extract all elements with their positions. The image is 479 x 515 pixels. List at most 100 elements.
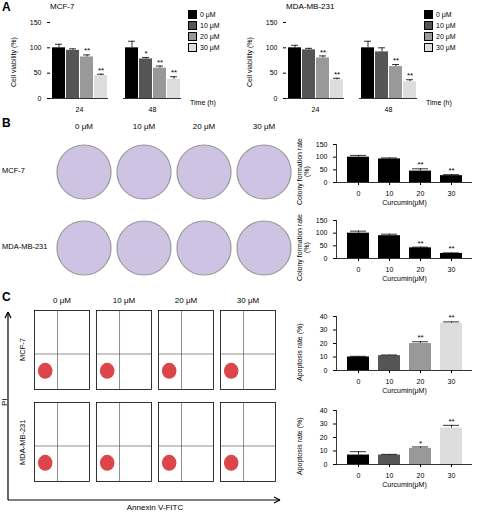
html-text:0 μM: 0 μM	[200, 11, 216, 18]
svg-text:30: 30	[448, 378, 456, 385]
svg-text:**: **	[393, 56, 399, 65]
svg-text:48: 48	[149, 106, 157, 113]
svg-text:24: 24	[76, 106, 84, 113]
html-text:A: A	[2, 0, 11, 14]
html-text:10 μM: 10 μM	[200, 22, 220, 29]
svg-text:20: 20	[320, 434, 328, 441]
svg-text:**: **	[417, 160, 423, 169]
svg-text:150: 150	[316, 141, 328, 148]
html-text:20 μM: 20 μM	[192, 122, 216, 131]
html-text:30 μM: 30 μM	[236, 296, 260, 305]
svg-text:0: 0	[357, 190, 361, 197]
svg-text:0: 0	[357, 378, 361, 385]
svg-text:100: 100	[316, 229, 328, 236]
svg-text:0: 0	[274, 95, 278, 102]
svg-text:**: **	[98, 66, 104, 75]
svg-text:**: **	[320, 48, 326, 57]
html-text:MCF-7: MCF-7	[18, 338, 27, 362]
svg-text:0: 0	[324, 179, 328, 186]
html-text:MCF-7: MCF-7	[50, 2, 75, 11]
svg-text:0: 0	[324, 367, 328, 374]
svg-text:**: **	[417, 333, 423, 342]
svg-text:Curcumin(μM): Curcumin(μM)	[382, 387, 426, 395]
svg-text:**: **	[448, 313, 454, 322]
svg-text:30: 30	[448, 472, 456, 479]
html-text:MCF-7: MCF-7	[2, 166, 25, 175]
svg-text:**: **	[334, 70, 340, 79]
svg-text:Curcumin(μM): Curcumin(μM)	[382, 199, 426, 207]
svg-text:100: 100	[30, 44, 42, 51]
html-text:MDA-MB-231: MDA-MB-231	[286, 2, 335, 11]
svg-text:0: 0	[324, 461, 328, 468]
svg-text:20: 20	[417, 190, 425, 197]
svg-text:20: 20	[417, 472, 425, 479]
svg-text:150: 150	[316, 217, 328, 224]
html-text:30 μM: 30 μM	[252, 122, 276, 131]
html-text:Annexin V-FITC: Annexin V-FITC	[126, 503, 184, 512]
html-text:MDA-MB-231: MDA-MB-231	[2, 242, 48, 251]
svg-text:Curcumin(μM): Curcumin(μM)	[382, 275, 426, 283]
svg-text:50: 50	[320, 242, 328, 249]
svg-text:100: 100	[266, 44, 278, 51]
html-text:20 μM: 20 μM	[174, 296, 198, 305]
svg-text:**: **	[84, 46, 90, 55]
svg-text:30: 30	[320, 326, 328, 333]
html-text:Time (h): Time (h)	[426, 99, 452, 106]
html-text:0 μM: 0 μM	[75, 122, 93, 131]
svg-text:10: 10	[320, 353, 328, 360]
svg-text:150: 150	[266, 19, 278, 26]
html-text:0 μM: 0 μM	[53, 296, 71, 305]
svg-text:100: 100	[316, 153, 328, 160]
svg-text:150: 150	[30, 19, 42, 26]
html-text:Cell viability (%): Cell viability (%)	[10, 37, 17, 87]
svg-text:20: 20	[320, 340, 328, 347]
html-text:0 μM: 0 μM	[436, 11, 452, 18]
svg-text:40: 40	[320, 313, 328, 320]
html-text:30 μM: 30 μM	[200, 44, 220, 51]
svg-text:**: **	[171, 68, 177, 77]
svg-text:10: 10	[320, 447, 328, 454]
svg-text:Curcumin(μM): Curcumin(μM)	[382, 481, 426, 489]
svg-text:50: 50	[320, 166, 328, 173]
html-text:30 μM: 30 μM	[436, 44, 456, 51]
html-text:10 μM: 10 μM	[436, 22, 456, 29]
svg-text:40: 40	[320, 407, 328, 414]
svg-text:**: **	[417, 239, 423, 248]
svg-text:30: 30	[448, 266, 456, 273]
html-text:Time (h): Time (h)	[190, 99, 216, 106]
svg-text:*: *	[419, 439, 422, 448]
svg-text:**: **	[448, 244, 454, 253]
svg-text:20: 20	[417, 378, 425, 385]
svg-text:30: 30	[448, 190, 456, 197]
svg-text:30: 30	[320, 420, 328, 427]
svg-text:*: *	[144, 49, 147, 58]
svg-text:50: 50	[270, 69, 278, 76]
svg-text:20: 20	[417, 266, 425, 273]
svg-text:**: **	[448, 417, 454, 426]
svg-text:0: 0	[357, 266, 361, 273]
svg-text:10: 10	[386, 378, 394, 385]
svg-text:0: 0	[324, 255, 328, 262]
html-text:Colony formation rate (%): Colony formation rate (%)	[296, 138, 310, 206]
html-text:20 μM: 20 μM	[200, 33, 220, 40]
svg-text:50: 50	[34, 69, 42, 76]
html-text:B: B	[2, 116, 11, 130]
html-text:C: C	[2, 290, 11, 304]
html-text:10 μM: 10 μM	[112, 296, 136, 305]
html-text:PI: PI	[0, 398, 9, 406]
html-text:Cell viability (%): Cell viability (%)	[246, 37, 253, 87]
html-text:MDA-MB-231: MDA-MB-231	[18, 419, 27, 465]
svg-text:10: 10	[386, 472, 394, 479]
svg-text:**: **	[448, 166, 454, 175]
html-text:20 μM: 20 μM	[436, 33, 456, 40]
svg-text:48: 48	[385, 106, 393, 113]
html-text:10 μM: 10 μM	[132, 122, 156, 131]
svg-text:0: 0	[38, 95, 42, 102]
svg-text:**: **	[157, 58, 163, 67]
html-text:Colony formation rate (%): Colony formation rate (%)	[296, 214, 310, 282]
svg-text:10: 10	[386, 190, 394, 197]
svg-text:0: 0	[357, 472, 361, 479]
svg-text:**: **	[407, 71, 413, 80]
svg-text:10: 10	[386, 266, 394, 273]
svg-text:24: 24	[312, 106, 320, 113]
